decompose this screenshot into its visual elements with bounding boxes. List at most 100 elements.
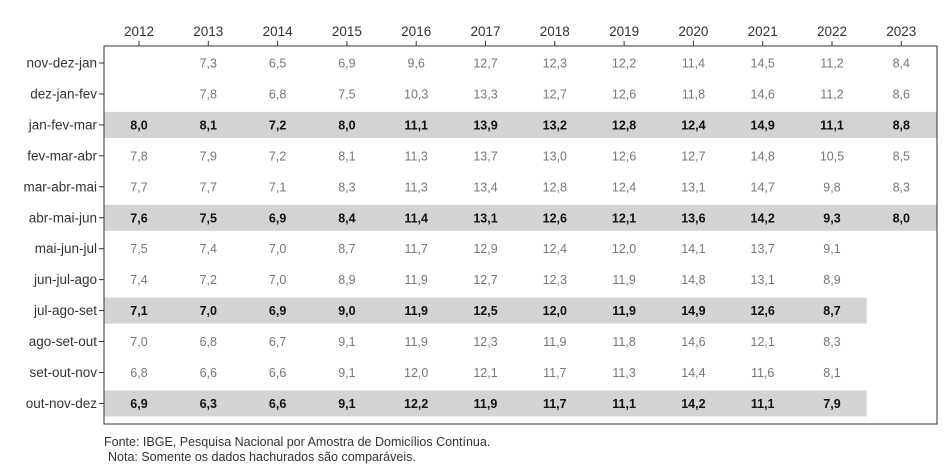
cell-value: 12,4 <box>612 180 636 194</box>
row-label: jul-ago-set <box>33 303 97 318</box>
year-column-header: 2018 <box>540 24 570 39</box>
year-column-header: 2019 <box>609 24 639 39</box>
cell-value: 8,7 <box>338 242 355 256</box>
highlight-band <box>104 111 937 138</box>
cell-value: 11,7 <box>404 242 427 256</box>
cell-value: 7,1 <box>130 304 147 318</box>
row-label: mai-jun-jul <box>35 241 97 256</box>
cell-value: 6,3 <box>200 397 217 411</box>
row-label: out-nov-dez <box>26 396 98 411</box>
row-label: mar-abr-mai <box>23 179 97 194</box>
cell-value: 12,6 <box>612 149 636 163</box>
cell-value: 8,1 <box>338 149 355 163</box>
cell-value: 12,6 <box>612 87 636 101</box>
cell-value: 14,8 <box>681 273 705 287</box>
cell-value: 12,5 <box>473 304 497 318</box>
cell-value: 11,3 <box>404 149 427 163</box>
row-label: abr-mai-jun <box>29 210 97 225</box>
year-column-header: 2014 <box>263 24 294 39</box>
cell-value: 8,1 <box>823 366 840 380</box>
cell-value: 12,2 <box>612 57 636 71</box>
cell-value: 7,7 <box>200 180 217 194</box>
cell-value: 12,4 <box>543 242 567 256</box>
year-column-header: 2020 <box>678 24 708 39</box>
cell-value: 12,3 <box>543 273 567 287</box>
cell-value: 11,4 <box>682 57 705 71</box>
cell-value: 7,0 <box>269 273 286 287</box>
cell-value: 13,6 <box>681 211 705 225</box>
cell-value: 13,7 <box>473 149 497 163</box>
cell-value: 6,9 <box>269 304 286 318</box>
cell-value: 11,9 <box>404 335 427 349</box>
cell-value: 6,9 <box>130 397 147 411</box>
cell-value: 8,3 <box>823 335 840 349</box>
cell-value: 8,3 <box>893 180 910 194</box>
highlight-band <box>104 204 937 231</box>
cell-value: 12,3 <box>543 57 567 71</box>
cell-value: 12,9 <box>473 242 497 256</box>
year-column-header: 2022 <box>817 24 847 39</box>
cell-value: 6,9 <box>338 57 355 71</box>
cell-value: 7,4 <box>200 242 217 256</box>
cell-value: 14,6 <box>681 335 705 349</box>
cell-value: 12,2 <box>404 397 428 411</box>
cell-value: 13,4 <box>473 180 497 194</box>
cell-value: 12,7 <box>473 273 497 287</box>
cell-value: 11,9 <box>612 273 635 287</box>
cell-value: 7,7 <box>130 180 147 194</box>
cell-value: 12,1 <box>612 211 636 225</box>
cell-value: 9,1 <box>823 242 840 256</box>
cell-value: 11,9 <box>543 335 566 349</box>
row-label: dez-jan-fev <box>30 86 97 101</box>
panel-border <box>103 45 938 425</box>
cell-value: 7,2 <box>269 149 286 163</box>
cell-value: 14,8 <box>751 149 775 163</box>
cell-value: 13,1 <box>681 180 705 194</box>
cell-value: 8,8 <box>893 118 910 132</box>
cell-value: 12,0 <box>543 304 567 318</box>
cell-value: 10,3 <box>404 87 428 101</box>
cell-value: 12,6 <box>543 211 567 225</box>
cell-value: 7,4 <box>130 273 147 287</box>
cell-value: 12,3 <box>473 335 497 349</box>
cell-value: 8,4 <box>338 211 355 225</box>
cell-value: 6,6 <box>200 366 217 380</box>
highlight-band <box>104 297 867 324</box>
cell-value: 7,9 <box>823 397 840 411</box>
cell-value: 8,6 <box>893 87 910 101</box>
cell-value: 6,8 <box>269 87 286 101</box>
cell-value: 9,8 <box>823 180 840 194</box>
row-label: set-out-nov <box>29 365 97 380</box>
cell-value: 8,4 <box>893 57 910 71</box>
cell-value: 6,5 <box>269 57 286 71</box>
cell-value: 14,2 <box>681 397 705 411</box>
cell-value: 14,5 <box>751 57 775 71</box>
cell-value: 12,7 <box>473 57 497 71</box>
cell-value: 6,6 <box>269 366 286 380</box>
cell-value: 14,9 <box>751 118 775 132</box>
cell-value: 12,8 <box>612 118 636 132</box>
cell-value: 13,3 <box>473 87 497 101</box>
cell-value: 7,2 <box>269 118 286 132</box>
year-column-header: 2016 <box>401 24 431 39</box>
row-label: ago-set-out <box>29 334 98 349</box>
cell-value: 6,6 <box>269 397 286 411</box>
cell-value: 11,7 <box>543 366 566 380</box>
cell-value: 10,5 <box>820 149 844 163</box>
cell-value: 11,2 <box>820 87 843 101</box>
cell-value: 8,0 <box>338 118 355 132</box>
row-label: fev-mar-abr <box>27 148 97 163</box>
cell-value: 14,9 <box>681 304 705 318</box>
cell-value: 12,7 <box>543 87 567 101</box>
cell-value: 13,1 <box>751 273 775 287</box>
cell-value: 9,6 <box>408 57 425 71</box>
year-column-header: 2012 <box>124 24 154 39</box>
year-column-header: 2015 <box>332 24 362 39</box>
cell-value: 7,6 <box>130 211 147 225</box>
cell-value: 12,6 <box>751 304 775 318</box>
cell-value: 11,9 <box>404 304 428 318</box>
cell-value: 12,1 <box>751 335 775 349</box>
cell-value: 7,0 <box>269 242 286 256</box>
cell-value: 9,3 <box>823 211 840 225</box>
year-column-header: 2017 <box>470 24 500 39</box>
